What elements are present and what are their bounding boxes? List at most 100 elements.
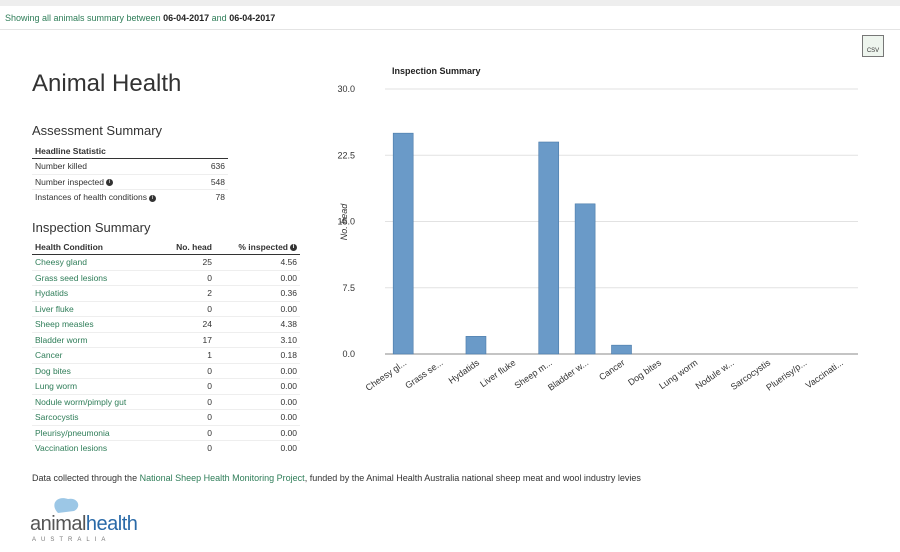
table-row: Number inspected i 548 <box>32 173 228 190</box>
cell-value: 0 <box>159 378 215 394</box>
cell-value: 0.36 <box>214 285 300 301</box>
section-heading: Assessment Summary <box>32 123 163 138</box>
bar <box>392 132 414 355</box>
bar <box>611 344 632 355</box>
cell-value: 0 <box>159 269 215 286</box>
y-tick-label: 7.5 <box>342 283 355 293</box>
logo-text: animal <box>30 513 86 535</box>
cell-label: Sarcocystis <box>32 409 160 425</box>
table-row: Sarcocystis 0 0.00 <box>32 409 300 425</box>
y-tick-label: 0.0 <box>342 349 355 359</box>
table-row: Hydatids 2 0.36 <box>32 285 300 301</box>
cell-value: 0.00 <box>214 378 300 394</box>
cell-value: 0.00 <box>214 269 300 286</box>
cell-text: Number inspected <box>35 176 104 187</box>
column-header: Health Condition <box>32 240 160 255</box>
y-tick-label: 22.5 <box>337 150 355 160</box>
y-tick-label: 30.0 <box>337 84 355 94</box>
cell-label: Hydatids <box>32 285 160 301</box>
logo-subtext: AUSTRALIA <box>32 537 111 543</box>
cell-value: 0.00 <box>214 362 300 379</box>
cell-label: Liver fluke <box>32 300 160 317</box>
table-row: Sheep measles 24 4.38 <box>32 316 300 332</box>
chart: Inspection Summary No. head 0.0 7.5 15.0 22… <box>337 66 858 393</box>
table-row: Bladder worm 17 3.10 <box>32 331 300 348</box>
x-tick-label: Cheesy gl... <box>364 357 409 392</box>
cell-value: 0.00 <box>214 424 300 441</box>
csv-export[interactable]: CSV <box>862 35 884 57</box>
cell-value: 2 <box>159 285 215 301</box>
chart-title: Inspection Summary <box>392 66 481 76</box>
logo-mark <box>54 498 79 513</box>
y-tick-label: 15.0 <box>337 217 355 227</box>
x-tick-label: Hydatids <box>447 357 482 386</box>
range-start: 06-04-2017 <box>163 13 210 23</box>
cell-value: 0 <box>159 424 215 441</box>
page-title: Animal Health <box>32 70 182 97</box>
cell-value: 4.38 <box>214 316 300 332</box>
range-joiner: and <box>211 13 227 23</box>
cell-value: 0 <box>159 393 215 410</box>
range-prefix: Showing all animals summary between <box>5 13 161 23</box>
cell-label: Lung worm <box>32 378 160 394</box>
footer-text: Data collected through the <box>32 473 138 483</box>
section-heading: Inspection Summary <box>32 220 151 235</box>
column-header: No. head <box>159 240 215 255</box>
table-row: Dog bites 0 0.00 <box>32 362 300 379</box>
top-bar <box>0 0 900 30</box>
cell-value: 4.56 <box>214 254 300 270</box>
cell-label: Instances of health conditions i <box>32 189 202 205</box>
y-axis-label: No. head <box>339 203 349 241</box>
info-icon[interactable]: i <box>149 194 156 202</box>
cell-value: 24 <box>159 316 215 332</box>
logo-text: health <box>85 513 138 535</box>
table-row: Cheesy gland 25 4.56 <box>32 254 300 270</box>
x-tick-label: Grass se... <box>403 357 444 390</box>
bar <box>465 336 487 355</box>
cell-label: Dog bites <box>32 362 160 379</box>
table-row: Pleurisy/pneumonia 0 0.00 <box>32 424 300 441</box>
table-row: Cancer 1 0.18 <box>32 347 300 363</box>
cell-label: Number inspected i <box>32 173 202 190</box>
footer-note: Data collected through the National Shee… <box>32 473 641 483</box>
cell-text: Instances of health conditions <box>35 192 147 203</box>
column-header: % inspected i <box>214 240 300 255</box>
cell-label: Number killed <box>32 158 202 174</box>
table-row: Nodule worm/pimply gut 0 0.00 <box>32 393 300 410</box>
bar <box>538 141 560 355</box>
cell-label: Sheep measles <box>32 316 160 332</box>
x-tick-label: Cancer <box>597 357 627 382</box>
x-tick-label: Bladder w... <box>546 357 590 392</box>
table-row: Number killed 636 <box>32 158 228 174</box>
info-icon[interactable]: i <box>290 244 297 252</box>
x-tick-label: Lung worm <box>657 357 699 391</box>
cell-value: 548 <box>201 173 228 190</box>
cell-label: Nodule worm/pimply gut <box>32 393 160 410</box>
cell-value: 0.18 <box>214 347 300 363</box>
cell-label: Cheesy gland <box>32 254 160 270</box>
cell-value: 0 <box>159 362 215 379</box>
table-row: Vaccination lesions 0 0.00 <box>32 440 300 456</box>
cell-value: 0.00 <box>214 300 300 317</box>
cell-label: Grass seed lesions <box>32 269 160 286</box>
info-icon[interactable]: i <box>105 179 113 186</box>
cell-value: 78 <box>201 189 228 205</box>
date-range: Showing all animals summary between 06-0… <box>5 13 275 23</box>
table-row: Grass seed lesions 0 0.00 <box>32 269 300 286</box>
cell-label: Pleurisy/pneumonia <box>32 424 160 441</box>
footer-text: , funded by the Animal Health Australia … <box>304 473 641 483</box>
inspection-table: Health Condition No. head% inspected i Chee… <box>32 240 300 456</box>
cell-value: 0.00 <box>214 440 300 456</box>
cell-value: 0.00 <box>214 409 300 425</box>
footer-link[interactable]: National Sheep Health Monitoring Project <box>139 473 305 483</box>
column-title: % inspected <box>238 242 288 252</box>
cell-value: 0.00 <box>214 393 300 410</box>
x-tick-label: Liver fluke <box>478 357 517 389</box>
bar <box>574 203 596 355</box>
x-tick-label: Vaccinati... <box>804 357 845 390</box>
assessment-table: Headline Statistic Number killed 636 Number… <box>32 144 228 205</box>
cell-value: 0 <box>159 440 215 456</box>
cell-label: Bladder worm <box>32 331 160 348</box>
cell-text: Number killed <box>35 161 87 172</box>
